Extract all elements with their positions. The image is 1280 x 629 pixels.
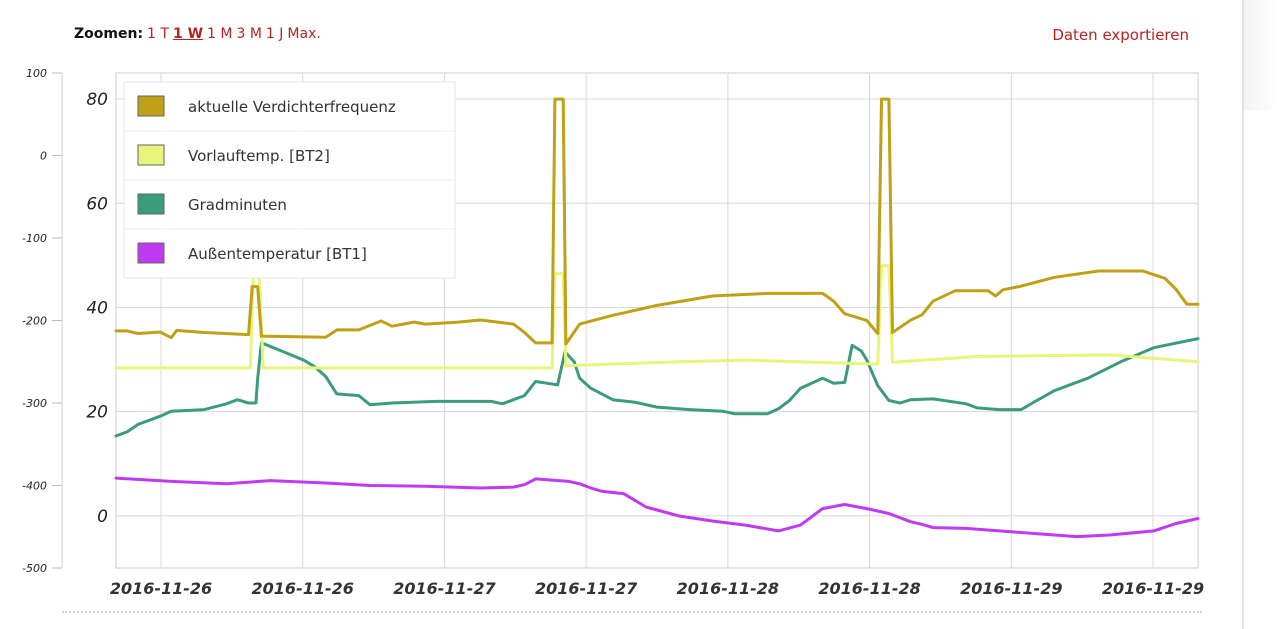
y-left-tick-label: -400 xyxy=(22,480,47,493)
y-left-tick-label: 100 xyxy=(26,67,47,80)
zoom-option-max[interactable]: Max. xyxy=(287,26,321,42)
series-line-2 xyxy=(114,337,1200,438)
x-tick-label: 2016-11-27 xyxy=(535,579,638,598)
legend-label: aktuelle Verdichterfrequenz xyxy=(188,98,396,116)
line-chart: 2016-11-26 2016-11-26 2016-11-27 2016-11-27… xyxy=(22,67,1204,598)
legend-swatch xyxy=(137,242,165,264)
y-left-tick-label: -100 xyxy=(22,232,47,245)
legend-swatch xyxy=(137,144,165,166)
y-inner-tick-label: 60 xyxy=(86,194,108,214)
chart-legend: aktuelle Verdichterfrequenz Vorlauftemp. … xyxy=(123,81,456,279)
zoom-option-1t[interactable]: 1 T xyxy=(147,26,169,42)
x-tick-label: 2016-11-29 xyxy=(960,579,1062,598)
zoom-option-3m[interactable]: 3 M xyxy=(236,26,262,42)
x-tick-label: 2016-11-28 xyxy=(677,579,779,598)
y-left-tick-label: -200 xyxy=(22,315,47,328)
x-tick-label: 2016-11-26 xyxy=(110,579,212,598)
legend-label: Gradminuten xyxy=(188,196,287,214)
x-tick-label: 2016-11-29 xyxy=(1102,579,1204,598)
zoom-option-1j[interactable]: 1 J xyxy=(265,26,284,42)
y-left-tick-label: -300 xyxy=(22,397,47,410)
export-data-link[interactable]: Daten exportieren xyxy=(1052,26,1189,44)
zoom-option-1w[interactable]: 1 W xyxy=(172,26,204,42)
legend-swatch xyxy=(137,95,165,117)
plot-frame xyxy=(115,72,1199,569)
y-left-tick-label: 0 xyxy=(40,150,47,163)
legend-label: Vorlauftemp. [BT2] xyxy=(188,147,330,165)
series-line-3 xyxy=(114,476,1200,539)
legend-swatch xyxy=(137,193,165,215)
bottom-divider xyxy=(62,611,1202,613)
legend-label: Außentemperatur [BT1] xyxy=(188,245,367,263)
y-inner-tick-label: 20 xyxy=(86,403,108,423)
panel-edge xyxy=(1242,0,1244,629)
y-inner-tick-label: 0 xyxy=(97,507,108,527)
series-line-0 xyxy=(114,97,1200,346)
y-left-tick-label: -500 xyxy=(22,562,47,575)
chart-ticks: 2016-11-26 2016-11-26 2016-11-27 2016-11-27… xyxy=(22,67,1204,598)
x-tick-label: 2016-11-26 xyxy=(252,579,354,598)
x-tick-label: 2016-11-27 xyxy=(393,579,496,598)
zoom-label: Zoomen: xyxy=(74,26,144,42)
zoom-option-1m[interactable]: 1 M xyxy=(207,26,233,42)
y-inner-tick-label: 80 xyxy=(86,90,108,110)
y-inner-tick-label: 40 xyxy=(86,298,108,318)
x-tick-label: 2016-11-28 xyxy=(818,579,920,598)
panel-shadow xyxy=(1244,0,1280,110)
